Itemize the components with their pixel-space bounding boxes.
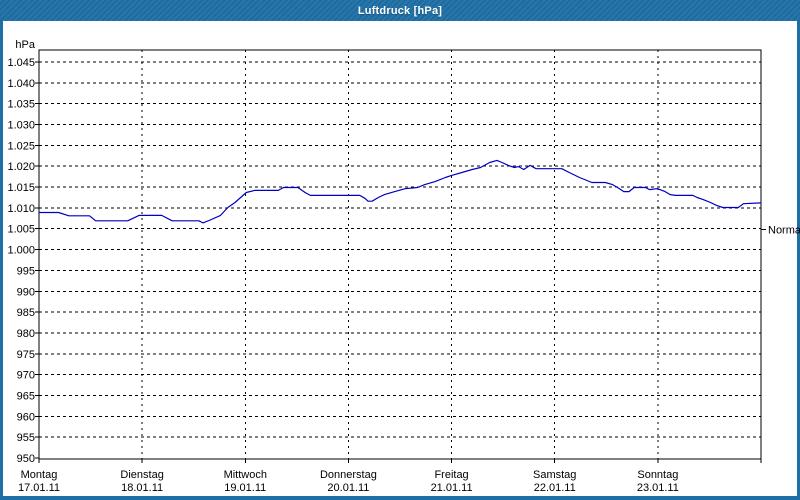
pressure-line-chart: 1.045 1.040 1.035 1.030 1.025 1.020 1.015 1.010… — [7, 39, 800, 494]
y-tick-label: 990 — [17, 286, 35, 298]
day-name-label: Sonntag — [637, 469, 678, 481]
normal-label: Normal — [768, 225, 800, 237]
window-title: Luftdruck [hPa] — [357, 4, 443, 17]
y-tick-label: 1.000 — [7, 245, 35, 257]
y-tick-label: 1.045 — [7, 57, 35, 69]
day-date-label: 22.01.11 — [534, 482, 576, 494]
day-date-label: 17.01.11 — [18, 482, 60, 494]
day-date-label: 18.01.11 — [121, 482, 163, 494]
y-tick-label: 1.025 — [7, 140, 35, 152]
pressure-line — [38, 159, 762, 224]
y-tick-label: 1.040 — [7, 78, 35, 90]
y-tick-label: 1.005 — [7, 224, 35, 236]
y-tick-label: 970 — [17, 370, 35, 382]
day-name-label: Donnerstag — [320, 469, 377, 481]
titlebar[interactable]: Luftdruck [hPa] — [0, 0, 800, 21]
day-date-label: 21.01.11 — [431, 482, 473, 494]
y-tick-label: 995 — [17, 265, 35, 277]
plot-border — [38, 49, 762, 460]
day-date-label: 20.01.11 — [327, 482, 369, 494]
y-tick-label: 1.030 — [7, 120, 35, 132]
y-tick-label: 1.015 — [7, 182, 35, 194]
y-axis-unit-label: hPa — [15, 39, 35, 51]
y-tick-label: 965 — [17, 390, 35, 402]
y-tick-label: 1.020 — [7, 161, 35, 173]
day-date-label: 19.01.11 — [224, 482, 266, 494]
day-name-label: Dienstag — [120, 469, 163, 481]
day-name-label: Samstag — [533, 469, 576, 481]
y-tick-label: 1.035 — [7, 99, 35, 111]
y-tick-label: 955 — [17, 432, 35, 444]
day-date-label: 23.01.11 — [637, 482, 679, 494]
y-tick-label: 975 — [17, 349, 35, 361]
day-name-label: Montag — [21, 469, 58, 481]
day-name-label: Freitag — [434, 469, 468, 481]
day-name-label: Mittwoch — [224, 469, 267, 481]
y-tick-label: 950 — [17, 453, 35, 465]
y-tick-label: 1.010 — [7, 203, 35, 215]
chart-container: 1.045 1.040 1.035 1.030 1.025 1.020 1.015 1.010… — [3, 21, 800, 496]
y-tick-label: 960 — [17, 411, 35, 423]
y-tick-label: 985 — [17, 307, 35, 319]
y-tick-label: 980 — [17, 328, 35, 340]
